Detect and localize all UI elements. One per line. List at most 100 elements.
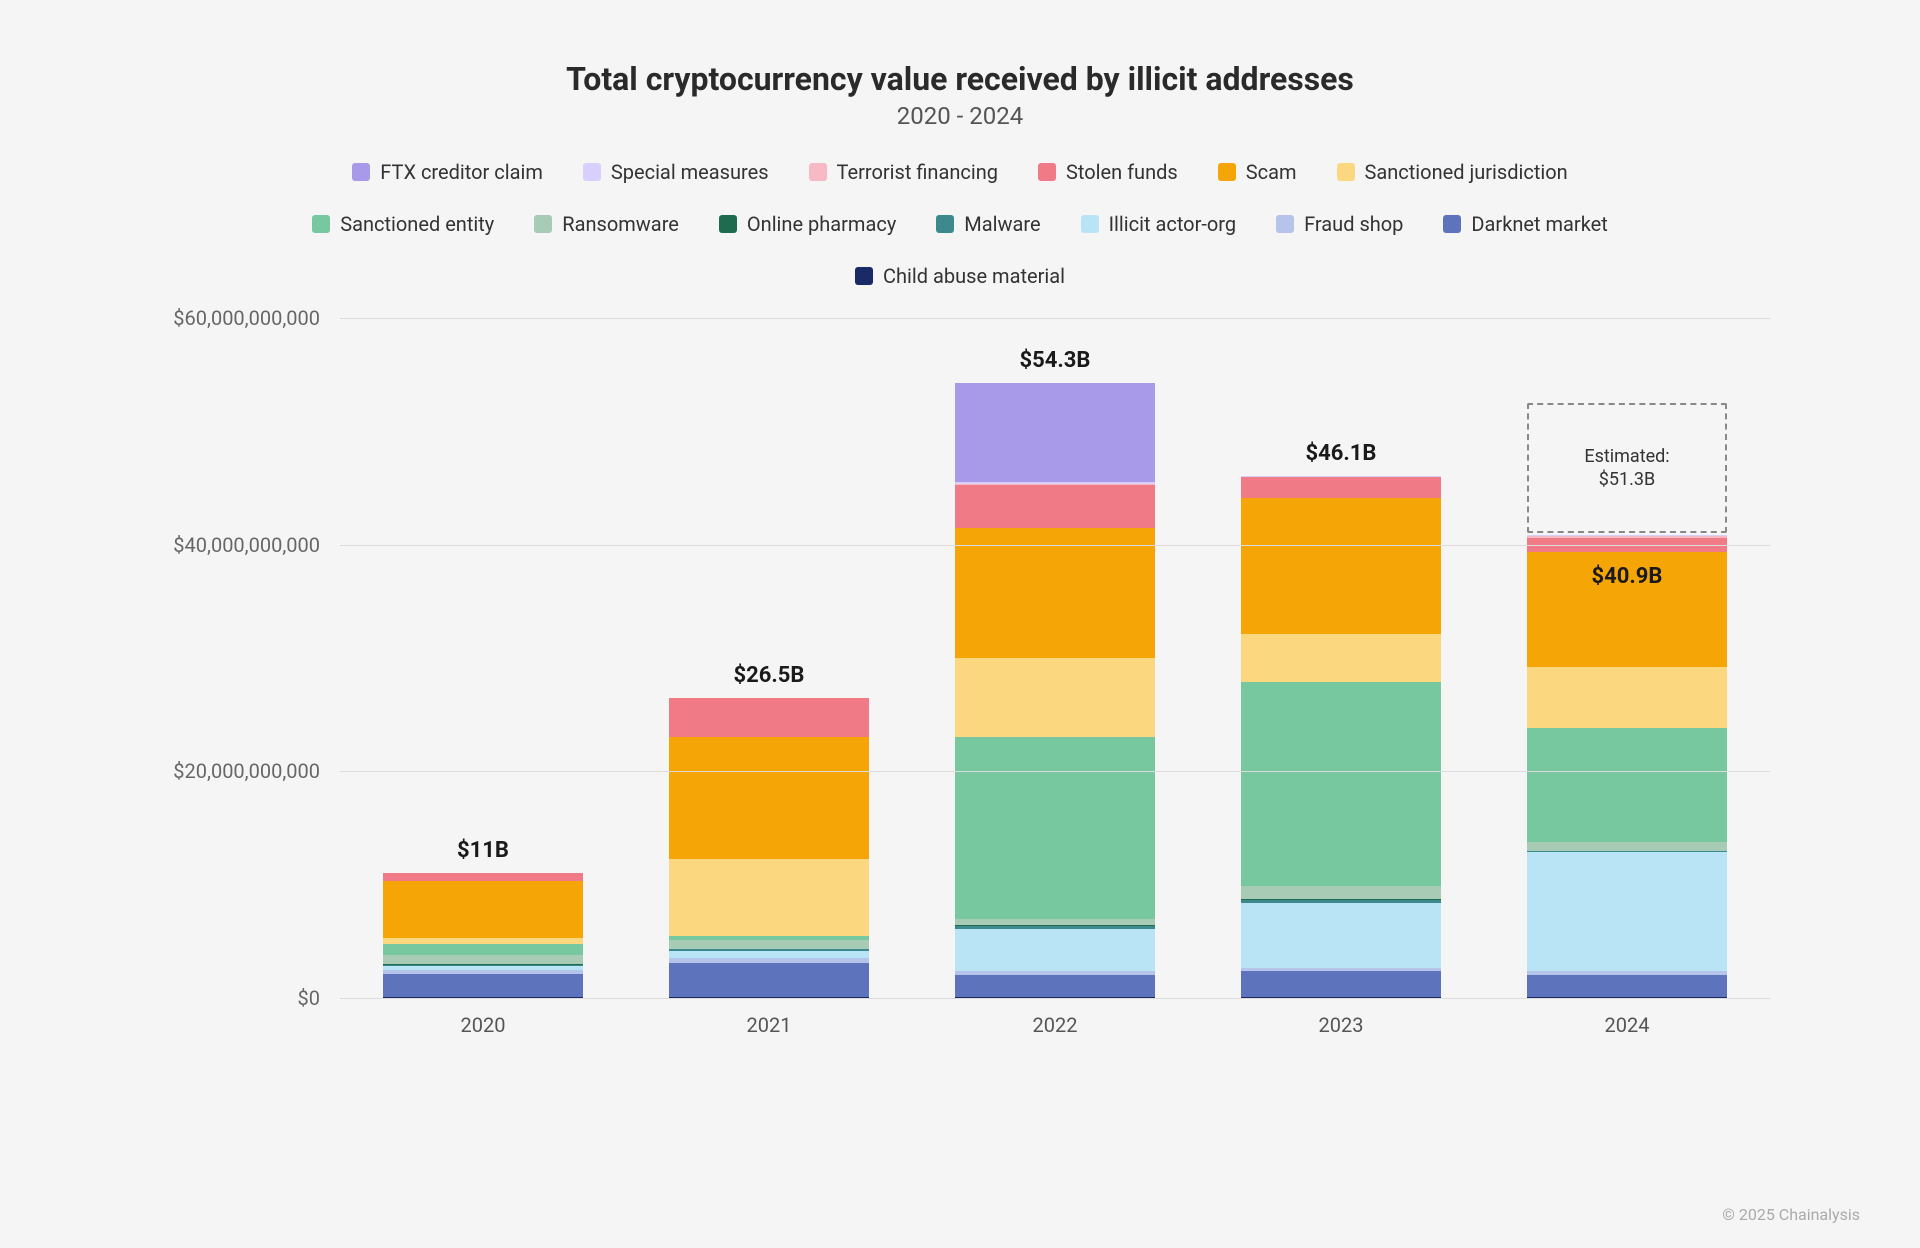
legend-swatch bbox=[1218, 163, 1236, 181]
legend-item-sanctioned-entity: Sanctioned entity bbox=[312, 212, 494, 236]
legend-swatch bbox=[352, 163, 370, 181]
segment-sanctioned-entity bbox=[383, 944, 583, 955]
segment-sanctioned-entity bbox=[1241, 682, 1441, 886]
legend-label: Ransomware bbox=[562, 212, 679, 236]
legend-swatch bbox=[936, 215, 954, 233]
y-axis-label: $40,000,000,000 bbox=[120, 533, 320, 557]
copyright: © 2025 Chainalysis bbox=[1722, 1205, 1860, 1224]
y-axis-label: $60,000,000,000 bbox=[120, 306, 320, 330]
legend-swatch bbox=[1337, 163, 1355, 181]
bar-total-label: $46.1B bbox=[1306, 441, 1377, 466]
x-axis-label: 2024 bbox=[1527, 999, 1727, 1058]
bar-column-2020: $11B bbox=[383, 838, 583, 998]
segment-scam bbox=[669, 737, 869, 858]
legend-swatch bbox=[719, 215, 737, 233]
segment-illicit-actor-org bbox=[1241, 903, 1441, 968]
x-axis-label: 2020 bbox=[383, 999, 583, 1058]
legend-item-sanctioned-jurisdiction: Sanctioned jurisdiction bbox=[1337, 160, 1568, 184]
legend-swatch bbox=[1443, 215, 1461, 233]
bar-total-label: $54.3B bbox=[1020, 348, 1091, 373]
legend-label: Malware bbox=[964, 212, 1040, 236]
segment-sanctioned-jurisdiction bbox=[669, 859, 869, 936]
chart-title: Total cryptocurrency value received by i… bbox=[120, 60, 1800, 98]
legend-item-malware: Malware bbox=[936, 212, 1040, 236]
segment-scam bbox=[1527, 552, 1727, 668]
bar-column-2021: $26.5B bbox=[669, 663, 869, 998]
legend-swatch bbox=[312, 215, 330, 233]
gridline bbox=[340, 318, 1770, 319]
segment-stolen-funds bbox=[955, 485, 1155, 528]
segment-darknet-market bbox=[383, 974, 583, 998]
legend-label: Illicit actor-org bbox=[1109, 212, 1237, 236]
legend-label: Darknet market bbox=[1471, 212, 1607, 236]
segment-scam bbox=[955, 528, 1155, 658]
bar-column-2022: $54.3B bbox=[955, 348, 1155, 998]
legend-item-online-pharmacy: Online pharmacy bbox=[719, 212, 896, 236]
segment-sanctioned-entity bbox=[955, 737, 1155, 918]
segment-stolen-funds bbox=[383, 873, 583, 881]
segment-ransomware bbox=[1241, 886, 1441, 898]
legend-swatch bbox=[583, 163, 601, 181]
segment-ransomware bbox=[1527, 842, 1727, 851]
estimate-box: Estimated:$51.3B bbox=[1527, 403, 1727, 533]
legend-swatch bbox=[1081, 215, 1099, 233]
y-axis-label: $20,000,000,000 bbox=[120, 759, 320, 783]
legend-swatch bbox=[855, 267, 873, 285]
segment-scam bbox=[1241, 498, 1441, 634]
segment-darknet-market bbox=[1241, 971, 1441, 997]
y-axis-label: $0 bbox=[120, 986, 320, 1010]
legend-item-terrorist-financing: Terrorist financing bbox=[809, 160, 998, 184]
segment-illicit-actor-org bbox=[1527, 852, 1727, 971]
legend-label: FTX creditor claim bbox=[380, 160, 543, 184]
segment-illicit-actor-org bbox=[955, 929, 1155, 971]
legend-swatch bbox=[1038, 163, 1056, 181]
legend-item-ransomware: Ransomware bbox=[534, 212, 679, 236]
segment-ftx-creditor-claim bbox=[955, 383, 1155, 483]
segment-sanctioned-jurisdiction bbox=[955, 658, 1155, 737]
segment-illicit-actor-org bbox=[669, 951, 869, 958]
legend-item-stolen-funds: Stolen funds bbox=[1038, 160, 1178, 184]
legend-label: Sanctioned jurisdiction bbox=[1365, 160, 1568, 184]
segment-stolen-funds bbox=[669, 698, 869, 738]
gridline bbox=[340, 771, 1770, 772]
legend-label: Fraud shop bbox=[1304, 212, 1403, 236]
gridline bbox=[340, 545, 1770, 546]
segment-sanctioned-jurisdiction bbox=[1241, 634, 1441, 683]
legend-item-fraud-shop: Fraud shop bbox=[1276, 212, 1403, 236]
segment-stolen-funds bbox=[1241, 477, 1441, 497]
legend: FTX creditor claim Special measures Terror… bbox=[260, 160, 1660, 288]
legend-item-child-abuse-material: Child abuse material bbox=[855, 264, 1065, 288]
bar-column-2023: $46.1B bbox=[1241, 441, 1441, 998]
segment-ransomware bbox=[383, 955, 583, 964]
estimate-label-line2: $51.3B bbox=[1529, 468, 1725, 491]
stacked-bar bbox=[383, 873, 583, 998]
segment-sanctioned-entity bbox=[1527, 728, 1727, 841]
chart-canvas: Total cryptocurrency value received by i… bbox=[0, 0, 1920, 1248]
bars-container: $11B $26.5B $54.3B $46.1B Estimated:$51.3B$4… bbox=[340, 318, 1770, 998]
segment-ransomware bbox=[669, 940, 869, 949]
segment-scam bbox=[383, 881, 583, 938]
x-axis-label: 2022 bbox=[955, 999, 1155, 1058]
segment-sanctioned-jurisdiction bbox=[1527, 667, 1727, 728]
legend-label: Terrorist financing bbox=[837, 160, 998, 184]
legend-label: Scam bbox=[1246, 160, 1297, 184]
legend-label: Child abuse material bbox=[883, 264, 1065, 288]
legend-swatch bbox=[1276, 215, 1294, 233]
legend-item-illicit-actor-org: Illicit actor-org bbox=[1081, 212, 1237, 236]
legend-swatch bbox=[534, 215, 552, 233]
stacked-bar: Estimated:$51.3B$40.9B bbox=[1527, 534, 1727, 998]
x-axis-label: 2023 bbox=[1241, 999, 1441, 1058]
legend-item-special-measures: Special measures bbox=[583, 160, 769, 184]
legend-item-darknet-market: Darknet market bbox=[1443, 212, 1607, 236]
estimate-label-line1: Estimated: bbox=[1529, 445, 1725, 468]
legend-label: Sanctioned entity bbox=[340, 212, 494, 236]
chart-subtitle: 2020 - 2024 bbox=[120, 102, 1800, 130]
bar-column-2024: Estimated:$51.3B$40.9B bbox=[1527, 534, 1727, 998]
bar-total-label: $11B bbox=[457, 838, 509, 863]
segment-darknet-market bbox=[1527, 975, 1727, 998]
legend-swatch bbox=[809, 163, 827, 181]
gridline bbox=[340, 998, 1770, 999]
legend-label: Stolen funds bbox=[1066, 160, 1178, 184]
stacked-bar bbox=[669, 698, 869, 998]
segment-darknet-market bbox=[669, 963, 869, 997]
